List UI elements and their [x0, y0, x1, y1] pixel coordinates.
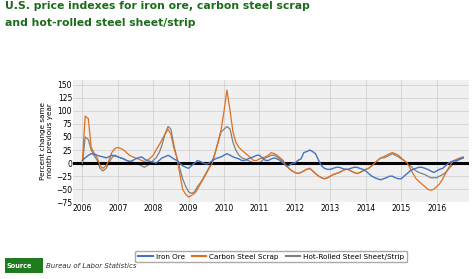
Y-axis label: Percent change same
month previous year: Percent change same month previous year	[40, 102, 53, 180]
Legend: Iron Ore, Carbon Steel Scrap, Hot-Rolled Steel Sheet/Strip: Iron Ore, Carbon Steel Scrap, Hot-Rolled…	[136, 251, 407, 263]
Text: and hot-rolled steel sheet/strip: and hot-rolled steel sheet/strip	[5, 18, 195, 28]
Text: Bureau of Labor Statistics: Bureau of Labor Statistics	[46, 263, 137, 269]
Text: Source: Source	[6, 263, 32, 269]
Text: U.S. price indexes for iron ore, carbon steel scrap: U.S. price indexes for iron ore, carbon …	[5, 1, 310, 11]
